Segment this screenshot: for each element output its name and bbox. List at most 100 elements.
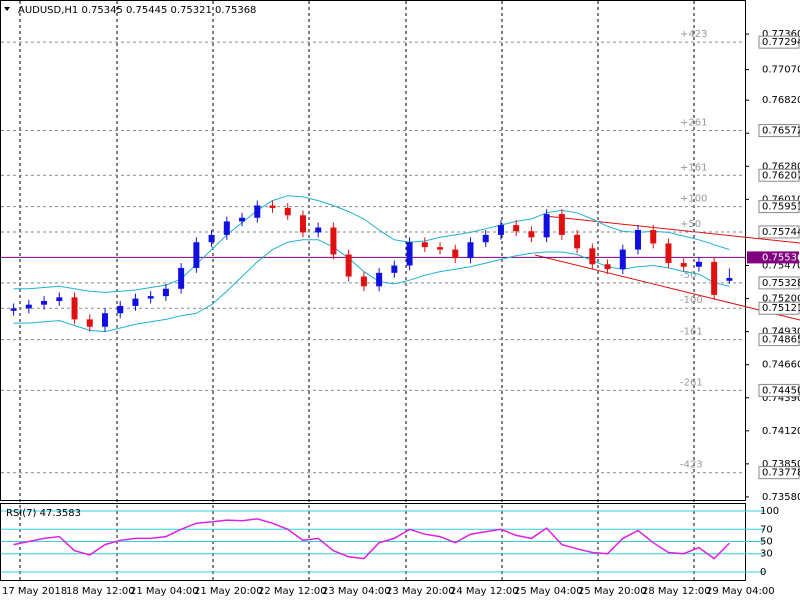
x-tick-label: 21 May 04:00 <box>130 586 199 597</box>
candle-body <box>497 225 504 235</box>
candle-body <box>695 261 702 267</box>
level-label: 0.74865 <box>762 335 800 346</box>
x-tick-label: 17 May 2018 <box>2 586 67 597</box>
level-box <box>758 200 800 214</box>
marker-box <box>747 251 799 264</box>
level-box <box>758 301 800 315</box>
level-offset: -261 <box>680 377 703 388</box>
candle-body <box>360 276 367 287</box>
level-label: 0.75744 <box>762 227 800 238</box>
level-box <box>758 276 800 290</box>
x-tick-label: 29 May 04:00 <box>706 586 775 597</box>
level-box <box>758 466 800 480</box>
candle-body <box>665 243 672 264</box>
candle-body <box>10 308 17 311</box>
x-tick-label: 22 May 12:00 <box>258 586 327 597</box>
level-label: 0.75951 <box>762 202 800 213</box>
candle-body <box>482 234 489 243</box>
candle-body <box>452 249 459 259</box>
y-tick-label: 70 <box>760 524 773 535</box>
candle-body <box>406 242 413 266</box>
y-tick-label: 0.73850 <box>762 459 800 470</box>
candle-body <box>299 215 306 233</box>
level-label: 0.75121 <box>762 303 800 314</box>
candle-body <box>223 221 230 235</box>
candle-body <box>269 205 276 208</box>
candle-body <box>467 242 474 259</box>
candle-body <box>254 205 261 218</box>
rsi-title: RSI(7) 47.3583 <box>6 508 81 519</box>
level-offset: +161 <box>680 162 707 173</box>
level-offset: +423 <box>680 29 707 40</box>
channel-line <box>534 254 800 321</box>
y-tick-label: 0.76820 <box>762 95 800 106</box>
candle-body <box>41 301 48 305</box>
y-tick-label: 0.77070 <box>762 65 800 76</box>
candle-body <box>543 214 550 238</box>
rsi-line <box>13 518 730 560</box>
candle-body <box>315 227 322 233</box>
y-tick-label: 0.76280 <box>762 161 800 172</box>
y-tick-label: 0 <box>760 567 766 578</box>
candle-body <box>421 242 428 248</box>
main-frame <box>0 0 746 501</box>
x-tick-label: 25 May 04:00 <box>514 586 583 597</box>
candle-body <box>604 264 611 270</box>
level-offset: -423 <box>680 460 703 471</box>
candle-body <box>208 234 215 243</box>
y-tick-label: 0.74120 <box>762 426 800 437</box>
candle-body <box>86 319 93 327</box>
chart-title: AUDUSD,H1 0.75345 0.75445 0.75321 0.7536… <box>18 5 256 16</box>
x-tick-label: 18 May 12:00 <box>66 586 135 597</box>
level-box <box>758 333 800 347</box>
level-label: 0.76572 <box>762 126 800 137</box>
y-tick-label: 0.74390 <box>762 393 800 404</box>
y-tick-label: 0.74930 <box>762 327 800 338</box>
candle-body <box>589 248 596 265</box>
level-label: 0.74450 <box>762 385 800 396</box>
x-tick-label: 25 May 20:00 <box>578 586 647 597</box>
y-tick-label: 0.74660 <box>762 360 800 371</box>
level-offset: -100 <box>680 295 703 306</box>
channel-line <box>544 215 800 244</box>
level-offset: -50 <box>680 270 696 281</box>
level-box <box>758 124 800 138</box>
level-offset: -161 <box>680 327 703 338</box>
candle-body <box>391 265 398 273</box>
candle-body <box>711 261 718 295</box>
band <box>13 195 730 293</box>
candle-body <box>513 225 520 232</box>
candle-body <box>528 231 535 238</box>
candle-body <box>178 267 185 289</box>
x-tick-label: 21 May 20:00 <box>194 586 263 597</box>
x-tick-label: 23 May 20:00 <box>386 586 455 597</box>
candle-body <box>239 217 246 222</box>
candle-body <box>345 254 352 277</box>
marker-label: 0.75536 <box>762 252 800 263</box>
candle-body <box>284 207 291 216</box>
candle-body <box>650 229 657 244</box>
x-tick-label: 23 May 04:00 <box>322 586 391 597</box>
title-arrow <box>4 7 10 11</box>
candle-body <box>193 242 200 268</box>
level-box <box>758 168 800 182</box>
vertical-grid <box>19 1 695 580</box>
y-tick-label: 0.73580 <box>762 492 800 503</box>
candle-body <box>71 297 78 320</box>
level-offset: +100 <box>680 194 707 205</box>
candle-body <box>101 313 108 327</box>
candle-body <box>726 277 733 281</box>
candle-body <box>330 227 337 255</box>
y-tick-label: 0.77360 <box>762 29 800 40</box>
level-label: 0.75328 <box>762 278 800 289</box>
candle-body <box>437 247 444 250</box>
level-label: 0.76207 <box>762 170 800 181</box>
level-box <box>758 35 800 49</box>
level-box <box>758 383 800 397</box>
level-offset: +50 <box>680 219 701 230</box>
y-tick-label: 0.75200 <box>762 294 800 305</box>
candle-body <box>132 298 139 306</box>
candle-body <box>25 304 32 309</box>
candle-body <box>56 297 63 302</box>
